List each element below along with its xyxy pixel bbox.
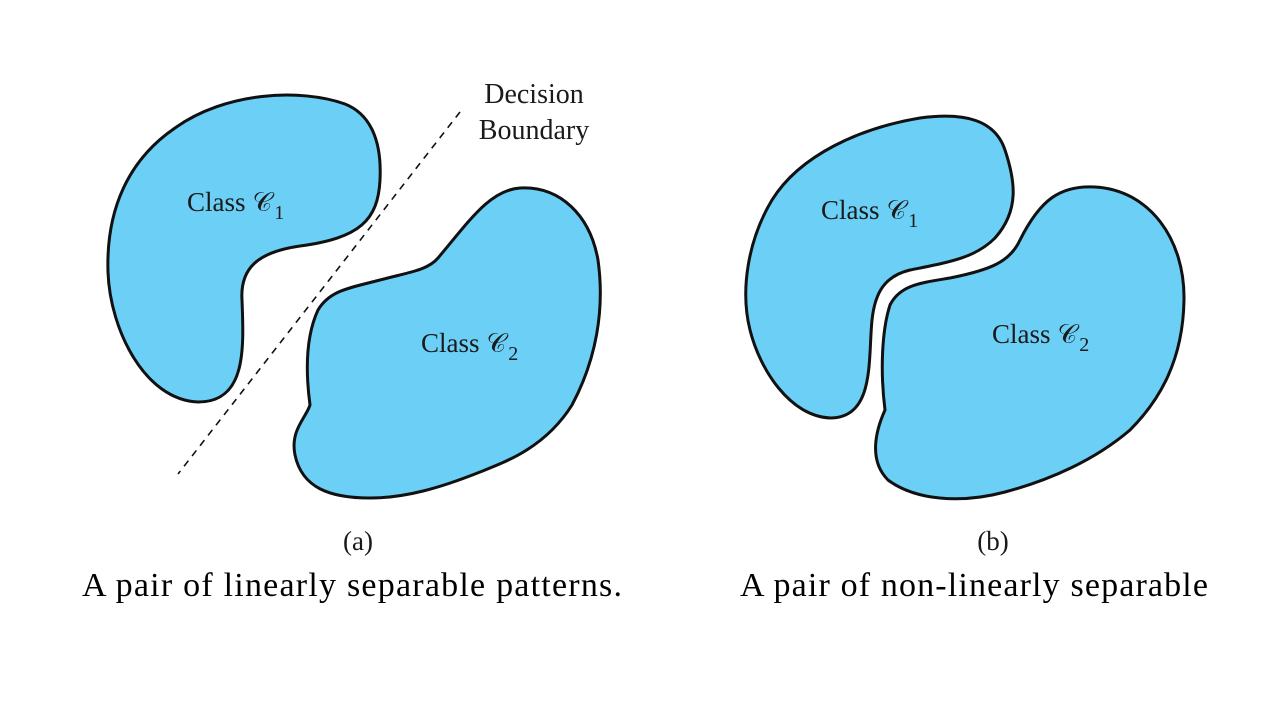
class-subscript: 2 bbox=[1079, 334, 1089, 356]
decision-boundary-label-line-1: Decision bbox=[484, 79, 584, 110]
decision-boundary-line bbox=[177, 111, 461, 475]
panel-b-class-1-label: Class 𝒞 1 bbox=[821, 195, 918, 232]
panel-a-class-1-label: Class 𝒞 1 bbox=[187, 187, 284, 224]
class-subscript: 1 bbox=[908, 210, 918, 232]
panel-b-caption: A pair of non-linearly separable bbox=[740, 567, 1208, 604]
decision-boundary-label-line-2: Boundary bbox=[479, 115, 589, 146]
class-symbol: 𝒞 bbox=[1058, 319, 1080, 349]
class-label-word: Class bbox=[421, 328, 480, 358]
panel-b-class-2-region bbox=[874, 185, 1186, 501]
class-symbol: 𝒞 bbox=[887, 195, 909, 225]
panel-a-class-2-label: Class 𝒞 2 bbox=[421, 328, 518, 365]
panel-a-caption: A pair of linearly separable patterns. bbox=[82, 567, 622, 604]
class-label-word: Class bbox=[821, 195, 880, 225]
class-symbol: 𝒞 bbox=[253, 187, 275, 217]
panel-a: Decision Boundary Class 𝒞 1 Class 𝒞 2 (a) A … bbox=[82, 79, 622, 604]
class-subscript: 1 bbox=[274, 202, 284, 224]
panel-b: Class 𝒞 1 Class 𝒞 2 (b) A pair of non-linear… bbox=[740, 114, 1208, 604]
class-label-word: Class bbox=[992, 319, 1051, 349]
panel-b-tag: (b) bbox=[977, 526, 1008, 556]
panel-a-class-1-region bbox=[106, 93, 382, 404]
panel-b-class-1-region bbox=[744, 114, 1015, 420]
class-label-word: Class bbox=[187, 187, 246, 217]
panel-a-class-2-region bbox=[292, 186, 602, 500]
panel-a-tag: (a) bbox=[343, 526, 373, 556]
panel-b-class-2-label: Class 𝒞 2 bbox=[992, 319, 1089, 356]
class-symbol: 𝒞 bbox=[487, 328, 509, 358]
class-subscript: 2 bbox=[508, 343, 518, 365]
